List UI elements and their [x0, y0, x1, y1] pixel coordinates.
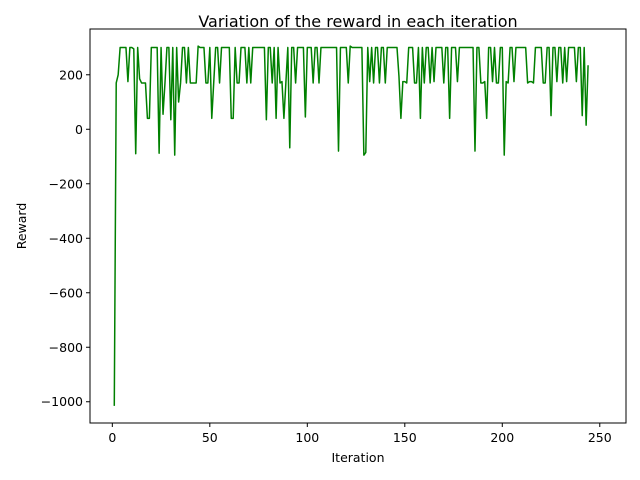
y-tick-label: −600	[49, 285, 83, 300]
x-tick-label: 50	[202, 430, 218, 445]
y-axis-label: Reward	[14, 203, 29, 250]
plot-frame	[89, 28, 627, 424]
plot-area: 0 50 100 150 200 250 −1000 −800 −600 −400 −200 0 20…	[41, 28, 627, 445]
x-tick-label: 0	[108, 430, 116, 445]
y-tick-label: −400	[49, 231, 83, 246]
y-axis-ticks: −1000 −800 −600 −400 −200 0 200	[41, 67, 90, 409]
chart-title: Variation of the reward in each iteratio…	[198, 12, 517, 31]
y-tick-label: 0	[75, 122, 83, 137]
x-axis-ticks: 0 50 100 150 200 250	[108, 423, 612, 445]
x-axis-label: Iteration	[331, 450, 384, 465]
x-tick-label: 100	[295, 430, 319, 445]
x-tick-label: 250	[588, 430, 612, 445]
x-tick-label: 200	[490, 430, 514, 445]
x-tick-label: 150	[393, 430, 417, 445]
y-tick-label: 200	[59, 67, 83, 82]
reward-series-line	[113, 45, 589, 406]
y-tick-label: −800	[49, 340, 83, 355]
y-tick-label: −1000	[41, 394, 83, 409]
y-tick-label: −200	[49, 176, 83, 191]
